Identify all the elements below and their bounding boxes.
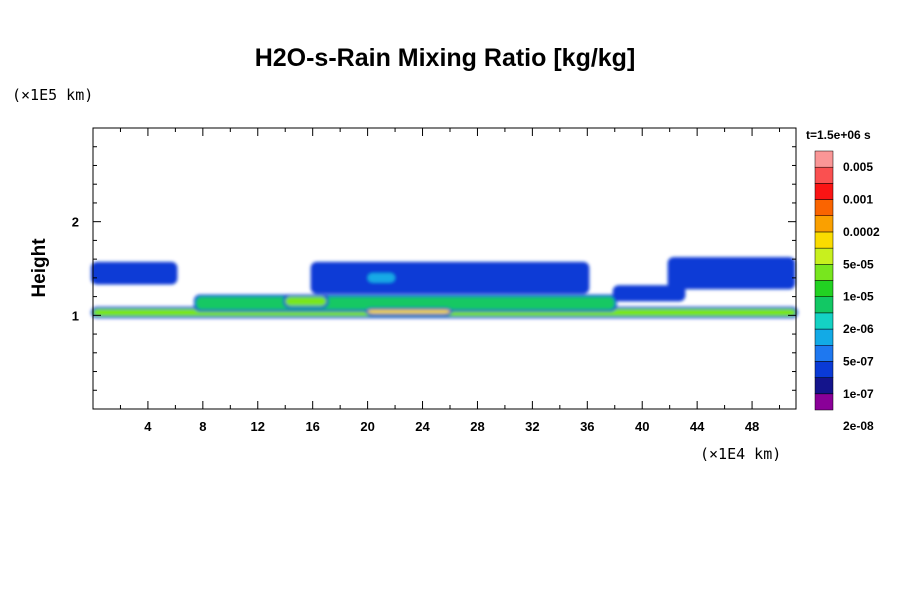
colorbar-label: 5e-07 bbox=[843, 354, 874, 368]
colorbar-segment bbox=[814, 166, 834, 184]
x-tick-label: 40 bbox=[635, 419, 649, 434]
colorbar-label: 2e-06 bbox=[843, 322, 874, 336]
colorbar-segment bbox=[814, 199, 834, 216]
colorbar-segment bbox=[814, 215, 834, 233]
contour-region bbox=[367, 309, 450, 314]
x-tick-label: 16 bbox=[305, 419, 319, 434]
contour-region bbox=[614, 287, 684, 300]
y-tick-label: 2 bbox=[72, 215, 79, 230]
y-axis-unit: (×1E5 km) bbox=[12, 86, 94, 104]
x-tick-label: 8 bbox=[199, 419, 206, 434]
colorbar-segment bbox=[814, 183, 834, 200]
colorbar-label: 1e-07 bbox=[843, 387, 874, 401]
colorbar-segment bbox=[814, 312, 834, 330]
x-tick-label: 12 bbox=[251, 419, 265, 434]
x-tick-label: 44 bbox=[690, 419, 705, 434]
x-tick-label: 36 bbox=[580, 419, 594, 434]
colorbar-label: 1e-05 bbox=[843, 290, 874, 304]
x-tick-label: 20 bbox=[360, 419, 374, 434]
colorbar-label: 0.001 bbox=[843, 193, 873, 207]
x-tick-label: 24 bbox=[415, 419, 430, 434]
colorbar-segment bbox=[814, 150, 834, 168]
y-tick-label: 1 bbox=[72, 308, 79, 323]
colorbar-segment bbox=[814, 247, 834, 265]
x-tick-label: 4 bbox=[144, 419, 152, 434]
x-axis-unit: (×1E4 km) bbox=[700, 445, 782, 463]
time-label: t=1.5e+06 s bbox=[806, 128, 871, 142]
colorbar-segment bbox=[814, 377, 834, 395]
colorbar-segment bbox=[814, 296, 834, 314]
contour-region bbox=[367, 273, 396, 283]
colorbar-label: 0.0002 bbox=[843, 225, 880, 239]
contour-region bbox=[93, 263, 176, 283]
colorbar-segment bbox=[814, 280, 834, 297]
colorbar-segment bbox=[814, 393, 834, 411]
contour-region bbox=[312, 263, 588, 292]
contour-region bbox=[285, 296, 327, 306]
colorbar-segment bbox=[814, 328, 834, 346]
x-tick-label: 48 bbox=[745, 419, 759, 434]
colorbar-label: 2e-08 bbox=[843, 419, 874, 433]
x-tick-label: 28 bbox=[470, 419, 484, 434]
colorbar-segment bbox=[814, 264, 834, 281]
chart-title: H2O-s-Rain Mixing Ratio [kg/kg] bbox=[254, 44, 636, 72]
plot-frame bbox=[92, 127, 797, 410]
x-tick-label: 32 bbox=[525, 419, 539, 434]
contour-fields bbox=[91, 257, 798, 319]
colorbar-segment bbox=[814, 231, 834, 249]
colorbar-label: 5e-05 bbox=[843, 257, 874, 271]
contour-region bbox=[669, 259, 794, 288]
colorbar-label: 0.005 bbox=[843, 160, 873, 174]
colorbar-segment bbox=[814, 361, 834, 378]
colorbar-segment bbox=[814, 345, 834, 362]
